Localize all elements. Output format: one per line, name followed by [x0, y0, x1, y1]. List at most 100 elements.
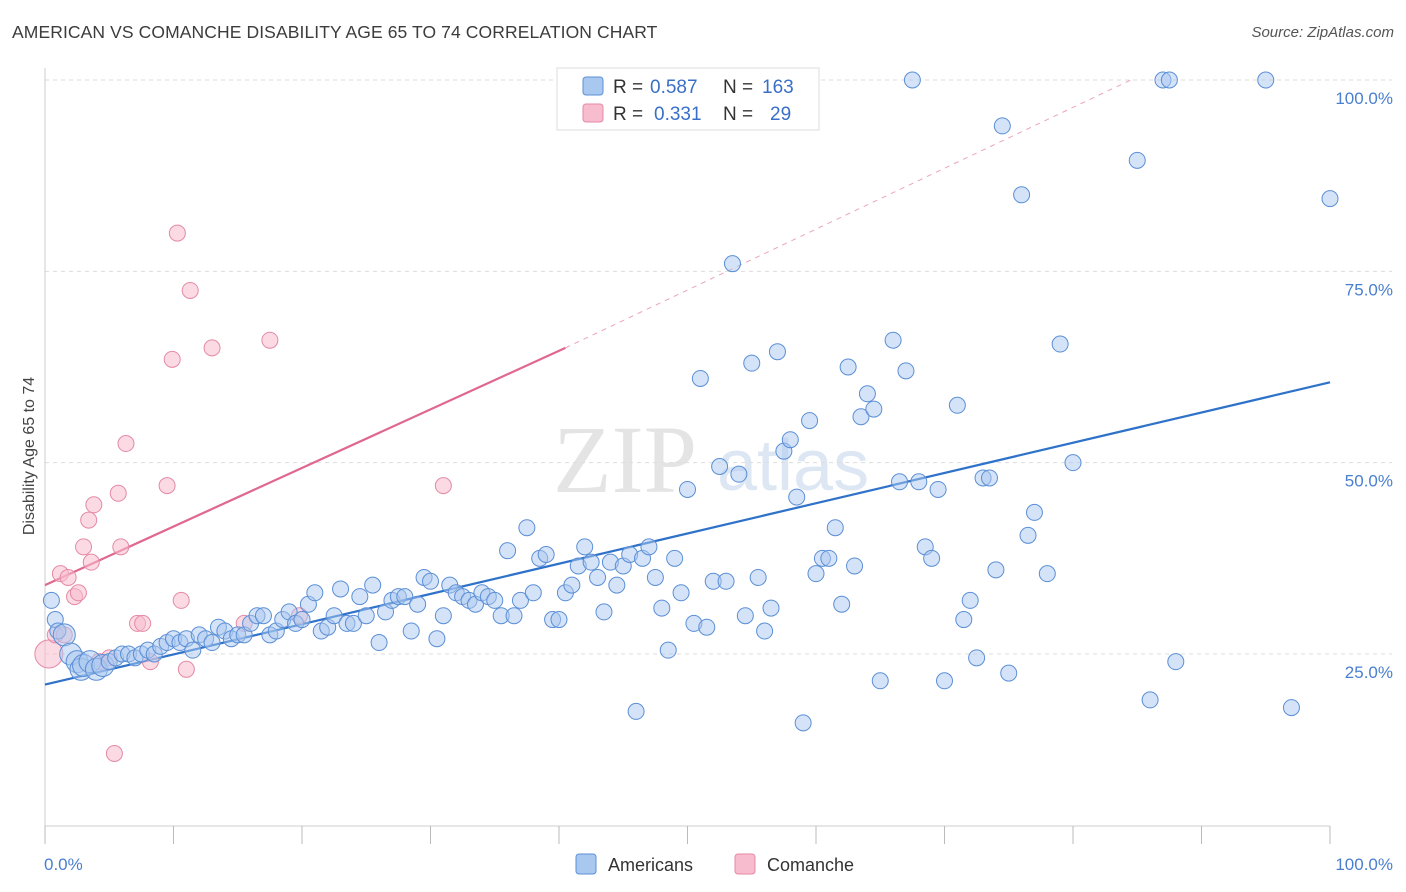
comanche-point [163, 350, 181, 368]
americans-point [344, 614, 362, 632]
americans-point [576, 538, 594, 556]
americans-point [897, 362, 915, 380]
watermark: ZIP atlas [553, 406, 869, 513]
legend-swatch-comanche [582, 103, 604, 123]
americans-point [768, 343, 786, 361]
americans-point [666, 549, 684, 567]
americans-point [929, 480, 947, 498]
americans-point [550, 611, 568, 629]
americans-point [537, 546, 555, 564]
americans-point [1141, 691, 1159, 709]
bottom-legend-label-americans: Americans [608, 855, 693, 875]
americans-point [1282, 699, 1300, 717]
legend-n-label-americans: N = [723, 77, 753, 98]
americans-point [1038, 565, 1056, 583]
americans-point [524, 584, 542, 602]
americans-point [820, 549, 838, 567]
comanche-point [105, 744, 123, 762]
comanche-point [82, 553, 100, 571]
y-tick-labels: 25.0% 50.0% 75.0% 100.0% [1335, 89, 1393, 682]
americans-point [422, 572, 439, 590]
americans-point [357, 607, 375, 625]
legend-n-label-comanche: N = [723, 104, 753, 125]
americans-point [203, 634, 221, 652]
comanche-point [112, 538, 130, 556]
americans-point [711, 457, 729, 475]
americans-point [595, 603, 613, 621]
americans-point [582, 553, 600, 571]
legend-r-label-comanche: R = [613, 104, 643, 125]
comanche-point [177, 660, 195, 678]
legend-n-value-comanche: 29 [770, 104, 791, 125]
americans-point [852, 408, 870, 426]
americans-point [518, 519, 536, 537]
americans-point [923, 549, 941, 567]
chart-title: AMERICAN VS COMANCHE DISABILITY AGE 65 T… [12, 22, 658, 42]
americans-point [486, 591, 504, 609]
americans-point [505, 607, 523, 625]
americans-point [608, 576, 626, 594]
americans-point [640, 538, 658, 556]
comanche-points [34, 224, 452, 762]
americans-point [903, 71, 921, 89]
comanche-trend-line [44, 346, 566, 587]
americans-point [993, 117, 1011, 135]
trend-lines [44, 79, 1331, 686]
americans-point [756, 622, 774, 640]
americans-point [839, 358, 857, 376]
americans-point [563, 576, 581, 594]
americans-point [730, 465, 748, 483]
comanche-point [75, 538, 93, 556]
americans-point [499, 542, 517, 560]
americans-point [723, 255, 741, 273]
y-axis-label: Disability Age 65 to 74 [21, 377, 38, 535]
americans-point [891, 473, 909, 491]
legend-r-value-comanche: 0.331 [654, 104, 702, 125]
legend-r-label-americans: R = [613, 77, 643, 98]
americans-point [865, 400, 883, 418]
grid-lines [45, 79, 1392, 655]
bottom-legend-swatch-americans [575, 853, 597, 875]
americans-point [1051, 335, 1069, 353]
americans-point [325, 607, 343, 625]
americans-point [306, 584, 324, 602]
y-tick-label: 25.0% [1345, 663, 1393, 682]
americans-point [653, 599, 671, 617]
americans-point [1000, 664, 1018, 682]
watermark-zip: ZIP [553, 406, 697, 513]
americans-point [1013, 186, 1031, 204]
comanche-point [261, 331, 279, 349]
americans-point [428, 630, 446, 648]
americans-point [672, 584, 690, 602]
legend-box: R = 0.587 N = 163 R = 0.331 N = 29 [556, 67, 820, 131]
americans-point [736, 607, 754, 625]
americans-point [1167, 653, 1185, 671]
americans-point [1128, 151, 1146, 169]
bottom-legend-swatch-comanche [734, 853, 756, 875]
americans-point [948, 396, 966, 414]
americans-point [679, 480, 696, 498]
americans-trend-line [44, 381, 1331, 686]
americans-point [846, 557, 864, 575]
comanche-point [117, 435, 135, 453]
americans-point [370, 634, 388, 652]
americans-point [884, 331, 902, 349]
americans-point [402, 622, 420, 640]
americans-point [955, 611, 973, 629]
americans-point [659, 641, 677, 659]
americans-point [749, 568, 767, 586]
comanche-point [134, 614, 152, 632]
americans-point [807, 565, 825, 583]
americans-point [858, 385, 876, 403]
legend-swatch-americans [582, 76, 604, 96]
americans-point [717, 572, 735, 590]
x-tick-label: 0.0% [44, 855, 83, 874]
americans-point [511, 591, 529, 609]
americans-point [801, 412, 819, 430]
americans-point [961, 591, 979, 609]
comanche-trend-extension [565, 79, 1132, 349]
americans-point [1257, 71, 1275, 89]
comanche-point [434, 477, 452, 495]
comanche-point [69, 584, 87, 602]
